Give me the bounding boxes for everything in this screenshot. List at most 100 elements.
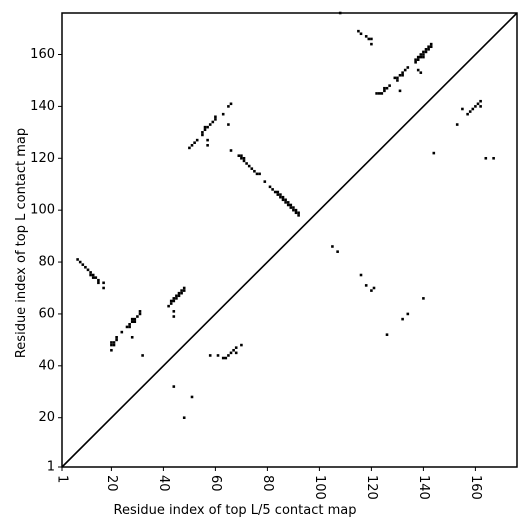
plot-frame <box>61 12 518 468</box>
contact-cell <box>471 107 475 111</box>
contact-cell <box>245 162 248 165</box>
contact-cell <box>396 79 399 82</box>
contact-cell <box>138 310 142 313</box>
contact-cell <box>273 190 277 194</box>
contact-cell <box>130 336 134 339</box>
contact-cell <box>180 289 183 292</box>
contact-cell <box>211 120 215 124</box>
contact-cell <box>175 297 178 300</box>
ticks-layer: 1 20 40 60 80 100 120 140 1601204060801001201401… <box>30 47 483 500</box>
x-tick-label: 160 <box>468 475 483 500</box>
contact-cell <box>484 156 488 160</box>
contact-cell <box>177 294 181 298</box>
contact-cell <box>424 50 428 54</box>
contact-cell <box>130 317 134 321</box>
contact-cell <box>234 346 238 349</box>
y-tick-label: 1 <box>47 460 55 475</box>
contact-cell <box>359 273 363 277</box>
y-tick-label: 100 <box>30 203 55 218</box>
contact-cell <box>110 341 113 344</box>
contact-cell <box>229 351 233 355</box>
contact-cell <box>375 92 378 95</box>
contact-cell <box>229 102 233 106</box>
contact-cell <box>188 146 191 150</box>
contact-cell <box>401 73 404 77</box>
contact-cell <box>227 105 230 108</box>
contact-cell <box>474 105 477 108</box>
contact-cell <box>97 281 100 285</box>
contact-cell <box>396 76 399 80</box>
x-tick-label: 120 <box>364 475 379 500</box>
contact-cell <box>357 29 360 33</box>
contact-cell <box>76 258 79 261</box>
contact-cell <box>81 263 85 266</box>
contact-cell <box>416 68 420 72</box>
contact-cell <box>128 323 131 326</box>
contact-cell <box>289 203 293 207</box>
contact-cell <box>234 351 238 355</box>
contact-cell <box>97 278 100 282</box>
contact-cell <box>297 211 300 215</box>
contact-cell <box>289 206 293 209</box>
contact-cell <box>169 299 173 303</box>
contact-cell <box>237 154 241 157</box>
contact-cell <box>130 320 134 324</box>
contact-cell <box>258 172 261 176</box>
contact-cell <box>250 167 254 170</box>
contact-cell <box>182 416 186 419</box>
contact-cell <box>172 315 176 318</box>
contact-cell <box>383 89 386 93</box>
contact-cell <box>206 144 209 147</box>
contact-cell <box>242 159 246 163</box>
contact-cell <box>232 348 235 352</box>
contact-cell <box>422 297 425 300</box>
contact-cell <box>182 286 186 290</box>
contact-cell <box>461 107 464 111</box>
contact-cell <box>89 273 92 277</box>
contact-cell <box>401 317 404 321</box>
contact-cell <box>271 188 274 191</box>
diagonal-layer <box>61 12 518 468</box>
contact-cell <box>281 195 285 199</box>
contact-cell <box>221 356 225 360</box>
contact-cell <box>214 118 217 121</box>
contact-cell <box>242 156 246 160</box>
contact-cell <box>91 273 95 277</box>
contact-cell <box>276 190 280 194</box>
contact-cell <box>110 348 113 352</box>
x-tick-label: 80 <box>260 475 275 492</box>
contact-cell <box>385 333 389 336</box>
contact-cell <box>367 37 371 41</box>
contact-cell <box>427 45 430 49</box>
contact-cell <box>479 105 482 108</box>
contact-cell <box>388 84 391 87</box>
contact-cell <box>336 250 339 253</box>
contact-cell <box>136 315 139 318</box>
contacts-layer <box>76 11 495 419</box>
contact-cell <box>377 92 381 95</box>
contact-cell <box>102 286 105 290</box>
contact-cell <box>383 86 386 90</box>
contact-cell <box>172 310 176 313</box>
contact-cell <box>253 169 256 173</box>
contact-cell <box>203 125 207 129</box>
x-tick-label: 60 <box>208 475 223 492</box>
contact-cell <box>172 385 176 388</box>
contact-cell <box>229 149 233 152</box>
contact-cell <box>286 201 290 204</box>
contact-cell <box>201 133 204 137</box>
contact-cell <box>182 289 186 292</box>
contact-cell <box>120 330 124 334</box>
contact-cell <box>284 201 287 204</box>
contact-cell <box>466 112 469 116</box>
contact-cell <box>492 156 495 160</box>
x-tick-label: 100 <box>312 475 327 500</box>
contact-cell <box>255 172 259 176</box>
contact-cell <box>115 338 118 342</box>
contact-cell <box>406 312 410 316</box>
contact-cell <box>398 89 402 93</box>
contact-cell <box>206 125 209 129</box>
